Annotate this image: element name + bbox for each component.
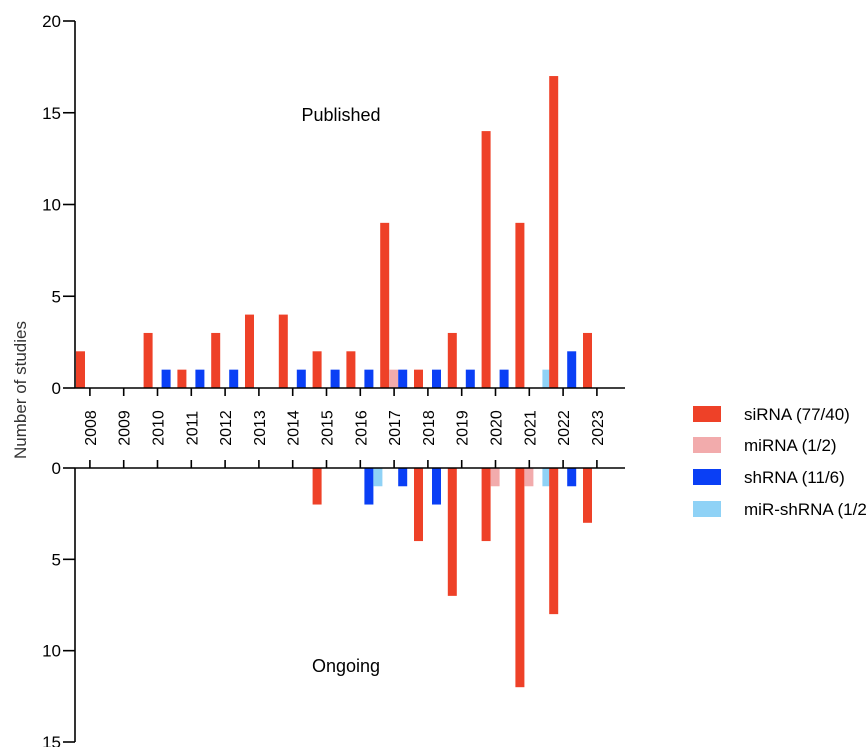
bar-published-shrna-2022 xyxy=(567,351,577,388)
ongoing-panel-label: Ongoing xyxy=(312,656,380,676)
bar-ongoing-shrna-2017 xyxy=(398,468,408,487)
x-tick-label-2014: 2014 xyxy=(286,410,303,446)
bar-published-shrna-2012 xyxy=(229,369,239,388)
published-y-tick-label-20: 20 xyxy=(42,12,61,31)
x-tick-label-2013: 2013 xyxy=(252,410,269,446)
bar-ongoing-sirna-2018 xyxy=(414,468,423,542)
x-tick-label-2008: 2008 xyxy=(83,410,100,446)
legend-swatch-mirna xyxy=(693,437,721,453)
x-tick-label-2022: 2022 xyxy=(556,410,573,446)
ongoing-y-tick-label-15: 15 xyxy=(42,733,61,747)
bars-layer xyxy=(76,76,592,688)
bar-published-sirna-2020 xyxy=(481,131,491,388)
bar-ongoing-mirna-2021 xyxy=(524,468,534,487)
bar-published-shrna-2015 xyxy=(330,369,340,388)
bar-ongoing-mir-shrna-2021 xyxy=(542,468,552,487)
legend-swatch-sirna xyxy=(693,406,721,422)
published-y-tick-label-15: 15 xyxy=(42,104,61,123)
bar-published-sirna-2017 xyxy=(380,222,390,388)
bar-published-sirna-2008 xyxy=(76,351,85,388)
ongoing-y-tick-label-5: 5 xyxy=(52,550,61,569)
published-y-tick-label-5: 5 xyxy=(52,287,61,306)
bar-ongoing-shrna-2018 xyxy=(432,468,441,505)
bar-published-sirna-2011 xyxy=(177,369,187,388)
bar-published-shrna-2011 xyxy=(195,369,205,388)
x-tick-label-2019: 2019 xyxy=(455,410,472,446)
legend-swatch-shrna xyxy=(693,469,721,485)
bar-published-sirna-2019 xyxy=(447,332,457,388)
bar-ongoing-sirna-2021 xyxy=(515,468,525,688)
bar-published-mirna-2017 xyxy=(389,369,399,388)
x-tick-label-2021: 2021 xyxy=(522,410,539,446)
x-tick-label-2016: 2016 xyxy=(353,410,370,446)
published-y-tick-label-10: 10 xyxy=(42,196,61,215)
ongoing-y-tick-label-10: 10 xyxy=(42,642,61,661)
bar-ongoing-shrna-2016 xyxy=(364,468,374,505)
bar-ongoing-mir-shrna-2016 xyxy=(373,468,383,487)
bar-published-sirna-2013 xyxy=(245,314,254,388)
bar-published-mir-shrna-2021 xyxy=(542,369,552,388)
bar-published-sirna-2023 xyxy=(583,332,592,388)
bar-published-shrna-2020 xyxy=(499,369,509,388)
legend-label-mir-shrna: miR-shRNA (1/2) xyxy=(744,500,867,519)
bar-ongoing-mirna-2020 xyxy=(490,468,500,487)
legend-swatch-mir-shrna xyxy=(693,501,721,517)
bar-ongoing-sirna-2020 xyxy=(481,468,491,542)
legend-label-mirna: miRNA (1/2) xyxy=(744,436,837,455)
bar-published-sirna-2021 xyxy=(515,222,525,388)
bar-ongoing-sirna-2019 xyxy=(447,468,457,596)
bar-ongoing-sirna-2023 xyxy=(583,468,592,523)
bar-published-shrna-2019 xyxy=(465,369,475,388)
bar-ongoing-sirna-2015 xyxy=(312,468,322,505)
bar-published-shrna-2016 xyxy=(364,369,374,388)
bar-published-sirna-2022 xyxy=(549,76,559,389)
legend: siRNA (77/40) miRNA (1/2) shRNA (11/6) m… xyxy=(693,405,867,519)
x-tick-label-2009: 2009 xyxy=(117,410,134,446)
x-tick-label-2018: 2018 xyxy=(421,410,438,446)
bar-ongoing-shrna-2022 xyxy=(567,468,577,487)
bar-published-shrna-2010 xyxy=(161,369,171,388)
axes-layer: 0 5 10 15 20 0 5 10 15 2008 2009 2010 2011 2012 2013 20… xyxy=(42,12,625,747)
bar-published-sirna-2012 xyxy=(211,332,221,388)
published-panel-label: Published xyxy=(301,105,380,125)
y-axis-title: Number of studies xyxy=(11,321,30,459)
legend-label-shrna: shRNA (11/6) xyxy=(744,468,845,487)
x-tick-label-2012: 2012 xyxy=(218,410,235,446)
x-tick-label-2023: 2023 xyxy=(590,410,607,446)
bar-published-sirna-2010 xyxy=(143,332,153,388)
x-tick-label-2010: 2010 xyxy=(151,410,168,446)
legend-label-sirna: siRNA (77/40) xyxy=(744,405,850,424)
bar-published-sirna-2015 xyxy=(312,351,322,388)
bar-published-shrna-2018 xyxy=(432,369,441,388)
bar-published-sirna-2016 xyxy=(346,351,356,388)
bar-published-shrna-2017 xyxy=(398,369,408,388)
bar-ongoing-sirna-2022 xyxy=(549,468,559,615)
x-tick-label-2020: 2020 xyxy=(489,410,506,446)
ongoing-y-tick-label-0: 0 xyxy=(52,459,61,478)
x-tick-label-2017: 2017 xyxy=(387,410,404,446)
bar-published-shrna-2014 xyxy=(296,369,306,388)
bar-published-sirna-2014 xyxy=(278,314,288,388)
x-tick-label-2011: 2011 xyxy=(184,411,201,446)
published-y-tick-label-0: 0 xyxy=(52,379,61,398)
x-tick-label-2015: 2015 xyxy=(320,410,337,446)
bar-published-sirna-2018 xyxy=(414,369,423,388)
